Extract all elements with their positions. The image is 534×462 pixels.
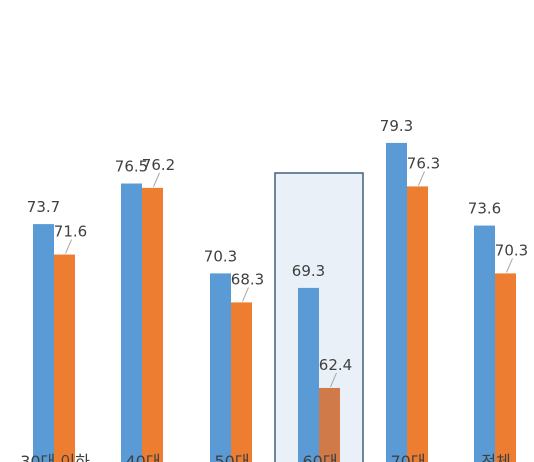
value-label-series-1: 73.6 xyxy=(468,200,501,218)
value-label-series-2: 76.3 xyxy=(407,154,440,172)
value-label-series-2: 76.2 xyxy=(142,156,175,174)
value-label-series-1: 79.3 xyxy=(380,117,413,135)
value-label-series-1: 69.3 xyxy=(292,262,325,280)
value-label-series-1: 73.7 xyxy=(27,198,60,216)
bar-series-2 xyxy=(495,273,516,462)
leader-line xyxy=(242,287,249,302)
leader-line xyxy=(506,258,513,273)
bar-series-1 xyxy=(121,183,142,462)
leader-line xyxy=(65,239,72,254)
category-label: 50대 xyxy=(214,452,249,462)
bar-series-1 xyxy=(298,287,319,462)
value-label-series-2: 68.3 xyxy=(231,270,264,288)
value-label-series-2: 70.3 xyxy=(495,241,528,259)
bar-series-2 xyxy=(231,302,252,462)
bar-series-2 xyxy=(319,387,340,462)
bar-series-2 xyxy=(54,254,75,462)
value-label-series-2: 62.4 xyxy=(319,356,352,374)
leader-lines-layer xyxy=(65,171,513,388)
value-label-series-1: 70.3 xyxy=(204,247,237,265)
category-label: 70대 xyxy=(390,452,425,462)
value-label-series-1: 76.5 xyxy=(115,158,148,176)
leader-line xyxy=(153,172,160,188)
bar-series-1 xyxy=(33,224,54,462)
category-label: 40대 xyxy=(125,452,160,462)
bar-series-1 xyxy=(386,142,407,462)
leader-line xyxy=(418,171,425,186)
bar-series-1 xyxy=(474,225,495,462)
category-label: 30대 이하 xyxy=(20,452,90,462)
value-labels-layer: 73.7 71.6 76.576.2 70.3 68.3 69.3 62.4 79.3 76.3… xyxy=(27,117,528,374)
category-labels-layer: 30대 이하 40대 50대 60대 70대 전체 xyxy=(20,452,511,462)
category-label: 60대 xyxy=(302,452,337,462)
bar-series-2 xyxy=(407,186,428,462)
bars-layer xyxy=(33,142,516,462)
leader-line xyxy=(330,372,337,388)
bar-series-1 xyxy=(210,273,231,462)
bar-series-2 xyxy=(142,187,163,462)
value-label-series-2: 71.6 xyxy=(54,223,87,241)
category-label: 전체 xyxy=(481,452,510,462)
